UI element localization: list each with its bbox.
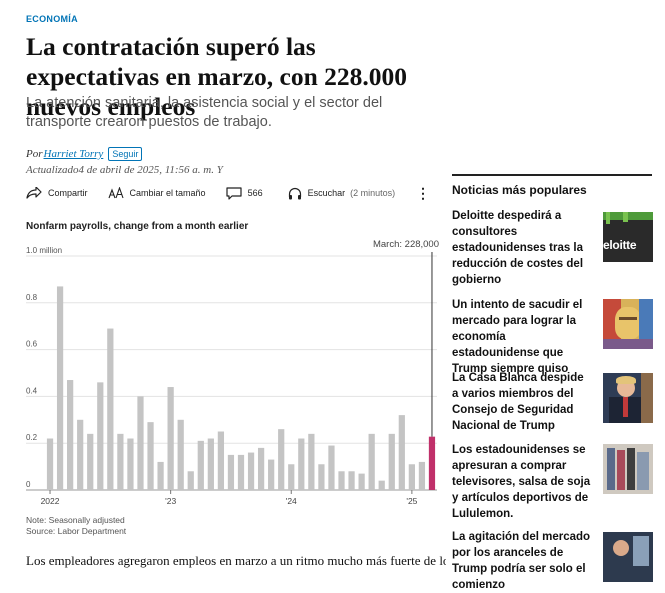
chart-notes: Note: Seasonally adjusted Source: Labor … — [26, 515, 126, 537]
bar — [408, 464, 415, 490]
thumbnail-logo-text: eloitte — [603, 238, 637, 252]
article-toolbar: Compartir Cambiar el tamaño 566 Escuchar… — [26, 183, 440, 203]
text-size-button[interactable]: Cambiar el tamaño — [108, 187, 206, 199]
chart-note: Note: Seasonally adjusted — [26, 515, 125, 525]
bar — [177, 419, 184, 490]
news-thumbnail-deloitte[interactable]: eloitte — [603, 212, 653, 262]
y-tick-label: 0.4 — [26, 386, 38, 395]
bar — [117, 433, 124, 490]
bar — [378, 480, 385, 490]
listen-label: Escuchar — [307, 188, 346, 198]
bar — [278, 429, 285, 490]
bar — [257, 447, 265, 490]
more-options-icon[interactable]: ⋮ — [416, 185, 430, 201]
comments-button[interactable]: 566 — [225, 186, 263, 200]
byline-prefix: Por — [26, 148, 43, 160]
news-thumbnail-white-house[interactable] — [603, 373, 653, 423]
bar-highlight — [428, 436, 436, 490]
chart-source: Source: Labor Department — [26, 526, 127, 536]
bar — [328, 445, 335, 490]
bar — [288, 464, 295, 490]
chart-title: Nonfarm payrolls, change from a month ea… — [26, 221, 249, 232]
bar — [167, 387, 174, 490]
text-size-icon — [108, 187, 124, 199]
author-link[interactable]: Harriet Torry — [43, 148, 104, 160]
bar — [348, 471, 355, 490]
comment-icon — [225, 186, 242, 200]
bar — [107, 328, 114, 490]
share-button[interactable]: Compartir — [26, 187, 88, 199]
article-dek: La atención sanitaria, la asistencia soc… — [26, 95, 383, 130]
payrolls-chart: 0 0.2 0.4 0.6 0.8 1.0 million March: 228,000 20… — [26, 239, 439, 506]
news-headline[interactable]: La Casa Blanca despide a varios miembros… — [452, 372, 584, 432]
bar — [197, 440, 204, 490]
bar — [418, 461, 426, 490]
x-tick-label: '24 — [286, 496, 297, 506]
headphones-icon — [288, 187, 301, 199]
sidebar-divider — [452, 174, 652, 176]
news-headline[interactable]: La agitación del mercado por los arancel… — [452, 531, 591, 591]
y-tick-label: 1.0 million — [26, 246, 62, 255]
bar — [157, 461, 164, 490]
news-thumbnail-market[interactable] — [603, 532, 653, 582]
updated-timestamp: Actualizado4 de abril de 2025, 11:56 a. … — [26, 164, 223, 176]
x-tick-label: 2022 — [41, 496, 60, 506]
comment-count: 566 — [247, 188, 263, 198]
bar — [247, 452, 255, 490]
bar — [187, 471, 194, 490]
listen-duration: (2 minutos) — [350, 188, 396, 198]
bar — [358, 473, 365, 490]
bar — [398, 415, 405, 490]
news-headline[interactable]: Un intento de sacudir el mercado para lo… — [452, 299, 583, 375]
text-size-label: Cambiar el tamaño — [129, 188, 206, 198]
annotation-label: March: 228,000 — [373, 239, 439, 250]
bar — [56, 286, 64, 490]
popular-news-title: Noticias más populares — [452, 183, 587, 197]
bar — [388, 433, 395, 490]
news-thumbnail-trump-art[interactable] — [603, 299, 653, 349]
listen-button[interactable]: Escuchar (2 minutos) — [288, 187, 396, 200]
bar — [46, 438, 54, 490]
y-tick-label: 0.8 — [26, 293, 38, 302]
bar — [87, 433, 94, 490]
bar — [207, 438, 214, 490]
y-tick-label: 0.2 — [26, 433, 38, 442]
bar — [298, 438, 305, 490]
bar — [268, 459, 275, 490]
bar — [338, 471, 345, 490]
article-headline: La contratación superó las expectativas … — [26, 32, 408, 121]
bar — [77, 419, 84, 490]
news-headline[interactable]: Los estadounidenses se apresuran a compr… — [452, 444, 591, 520]
bar — [67, 380, 74, 490]
bar — [97, 382, 104, 490]
bar — [127, 438, 134, 490]
y-tick-label: 0 — [26, 480, 31, 489]
y-tick-label: 0.6 — [26, 340, 38, 349]
bar — [147, 422, 154, 490]
news-thumbnail-shopping[interactable] — [603, 444, 653, 494]
byline: Por Harriet Torry Seguir — [26, 147, 143, 161]
section-label[interactable]: ECONOMÍA — [26, 14, 78, 24]
share-icon — [26, 187, 42, 199]
news-headline[interactable]: Deloitte despedirá a consultores estadou… — [452, 210, 584, 286]
bar — [217, 431, 225, 490]
bar — [308, 433, 315, 490]
bar — [237, 454, 245, 490]
bar — [368, 433, 375, 490]
x-tick-label: '25 — [406, 496, 417, 506]
bar — [318, 464, 325, 490]
article-body-first-line: Los empleadores agregaron empleos en mar… — [26, 553, 446, 568]
bar — [227, 454, 235, 490]
follow-button[interactable]: Seguir — [108, 147, 143, 161]
share-label: Compartir — [48, 188, 88, 198]
bar — [137, 396, 144, 490]
x-tick-label: '23 — [165, 496, 176, 506]
